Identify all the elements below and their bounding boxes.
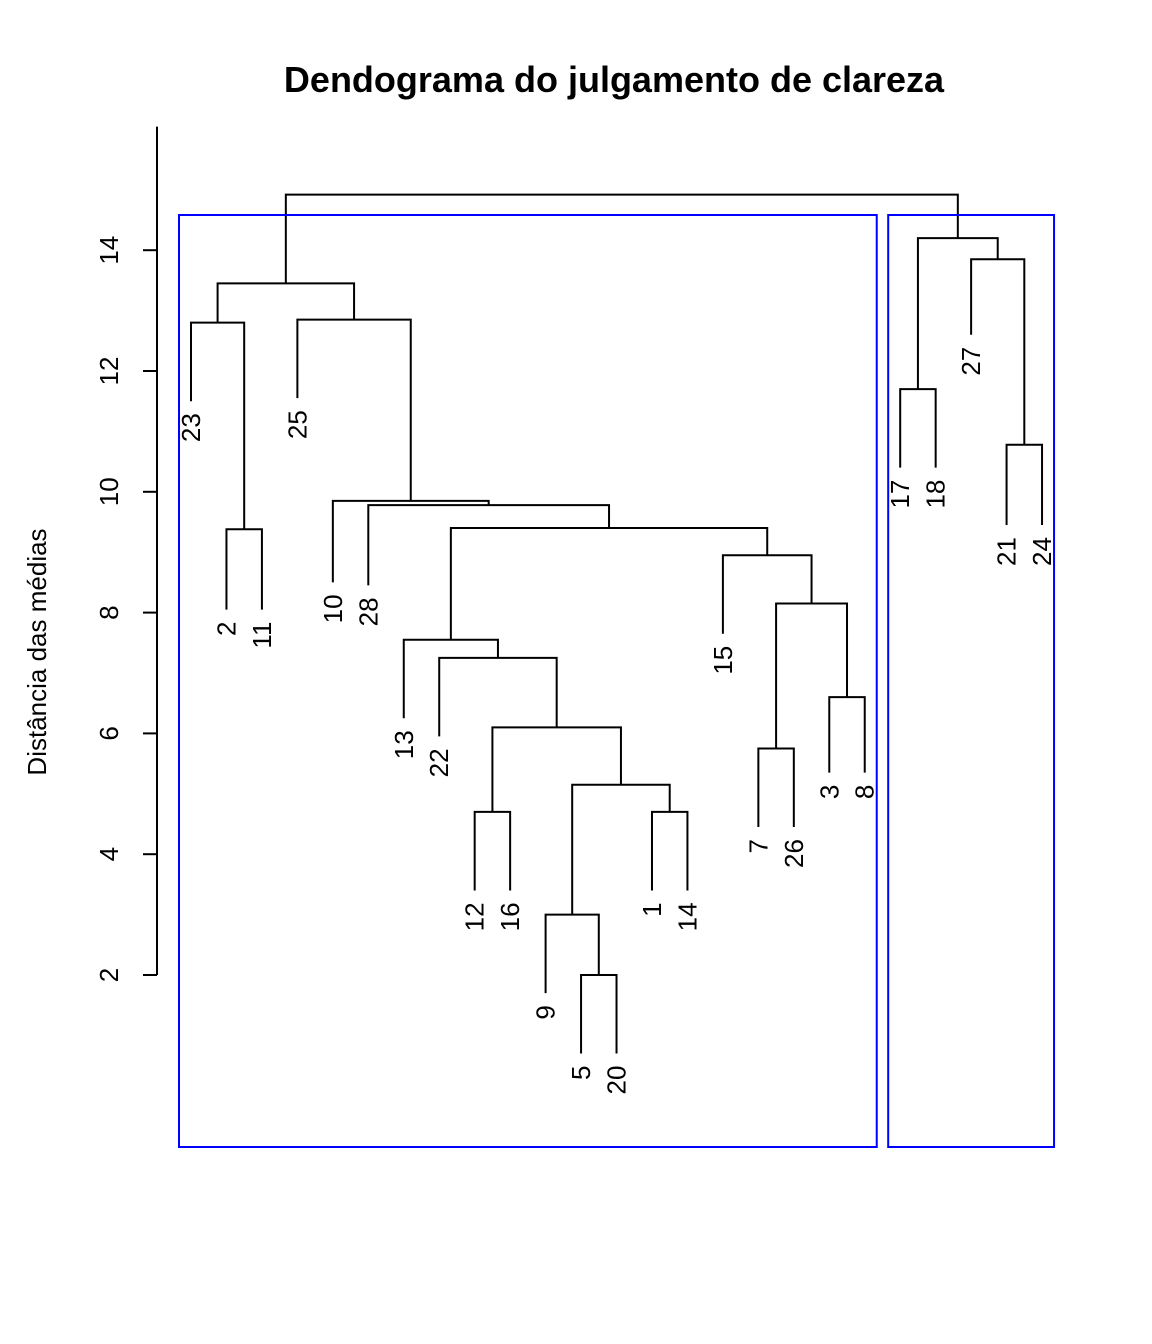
- y-tick-label-10: 10: [94, 477, 124, 506]
- leaf-label-10: 10: [318, 594, 348, 623]
- leaf-label-8: 8: [850, 785, 880, 799]
- y-tick-label-4: 4: [94, 847, 124, 861]
- leaf-label-1: 1: [637, 902, 667, 916]
- branch-m_A: [216, 282, 356, 323]
- branch-m_2_11: [225, 528, 263, 610]
- leaf-label-27: 27: [956, 347, 986, 376]
- cluster-box-2: [887, 214, 1056, 1148]
- branch-m_1_14: [650, 810, 689, 891]
- cluster-box-1: [178, 214, 878, 1148]
- branch-m_22: [438, 656, 558, 737]
- leaf-label-14: 14: [672, 902, 702, 931]
- branch-m_13_15: [449, 527, 769, 640]
- leaf-label-28: 28: [353, 597, 383, 626]
- branch-m_25: [296, 318, 412, 501]
- y-tick-label-12: 12: [94, 357, 124, 386]
- branch-m_21_24: [1005, 443, 1044, 526]
- y-tick-label-8: 8: [94, 605, 124, 619]
- branch-m_12_9: [491, 726, 622, 812]
- cluster-boxes: [178, 214, 1056, 1148]
- branch-m_9_1: [571, 783, 671, 915]
- y-tick-label-14: 14: [94, 236, 124, 265]
- branch-m_9: [544, 913, 600, 994]
- leaf-label-11: 11: [247, 622, 277, 649]
- leaf-label-3: 3: [814, 785, 844, 799]
- y-tick-label-6: 6: [94, 726, 124, 740]
- branch-m_12_16: [473, 810, 512, 891]
- branch-m_15: [721, 554, 813, 634]
- branch-m_3_8: [828, 696, 866, 773]
- leaf-label-21: 21: [992, 537, 1022, 566]
- leaf-label-18: 18: [921, 480, 951, 509]
- leaf-label-7: 7: [743, 839, 773, 853]
- branch-m_7_3: [775, 602, 849, 749]
- leaf-label-25: 25: [282, 410, 312, 439]
- leaf-label-13: 13: [389, 730, 419, 759]
- dendrogram-branches: [190, 193, 1044, 1054]
- leaf-label-17: 17: [885, 480, 915, 509]
- leaf-label-9: 9: [531, 1005, 561, 1019]
- branch-m_root: [284, 193, 959, 284]
- leaf-label-20: 20: [602, 1066, 632, 1095]
- leaf-label-2: 2: [211, 622, 241, 636]
- leaf-label-26: 26: [779, 839, 809, 868]
- leaf-label-23: 23: [176, 413, 206, 442]
- branch-m_5_20: [580, 974, 618, 1054]
- branch-m_17_18: [899, 388, 937, 468]
- branch-m_10: [331, 499, 490, 583]
- leaf-label-15: 15: [708, 646, 738, 675]
- leaf-label-16: 16: [495, 902, 525, 931]
- y-axis: 2 4 6 8 10 12 14: [94, 126, 158, 982]
- y-tick-label-2: 2: [94, 968, 124, 982]
- leaf-label-22: 22: [424, 748, 454, 777]
- leaf-label-12: 12: [460, 902, 490, 931]
- branch-m_28: [367, 504, 611, 586]
- branch-m_13: [402, 638, 499, 719]
- chart-title: Dendograma do julgamento de clareza: [284, 59, 945, 100]
- leaf-label-5: 5: [566, 1066, 596, 1080]
- branch-m_7_26: [757, 747, 795, 828]
- y-axis-label: Distância das médias: [22, 528, 52, 775]
- leaf-label-24: 24: [1027, 537, 1057, 566]
